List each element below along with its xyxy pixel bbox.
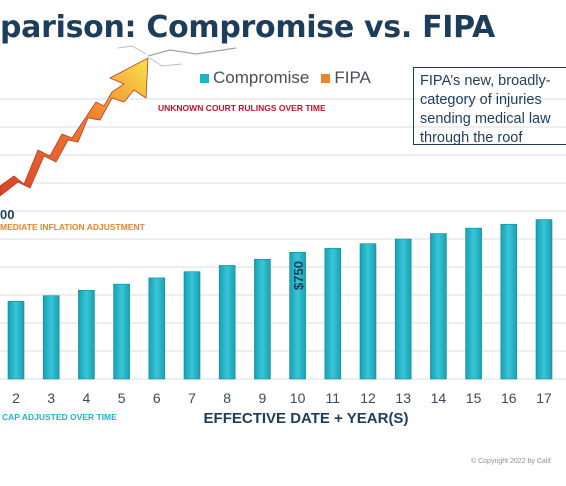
note-line: FIPA’s new, broadly- xyxy=(420,73,551,89)
crack-graphic xyxy=(117,45,237,67)
bar-13 xyxy=(394,238,412,380)
rulings-label: UNKNOWN COURT RULINGS OVER TIME xyxy=(158,103,326,113)
bar-16 xyxy=(500,223,518,380)
bar-11 xyxy=(324,248,342,380)
inflation-label: MEDIATE INFLATION ADJUSTMENT xyxy=(0,222,146,232)
legend-swatch-fipa xyxy=(321,73,331,83)
x-tick-label: 8 xyxy=(223,390,231,406)
legend-item-compromise: Compromise xyxy=(200,68,309,88)
x-tick-label: 13 xyxy=(395,390,411,406)
legend-swatch-compromise xyxy=(200,73,209,83)
fipa-note-box: FIPA’s new, broadly- category of injurie… xyxy=(413,67,566,145)
x-tick-label: 2 xyxy=(12,390,20,406)
x-tick-label: 15 xyxy=(466,390,482,406)
bar-5 xyxy=(113,283,130,380)
bar-12 xyxy=(359,243,377,380)
bar-9 xyxy=(254,258,271,380)
x-tick-label: 12 xyxy=(360,390,376,406)
bar-17 xyxy=(535,219,553,380)
cap-label: CAP ADJUSTED OVER TIME xyxy=(2,412,117,422)
x-tick-label: 10 xyxy=(290,390,306,406)
legend-item-fipa: FIPA xyxy=(321,68,371,88)
bar-value-label: $750 xyxy=(291,261,306,290)
bar-3 xyxy=(42,295,60,380)
x-tick-label: 16 xyxy=(501,390,517,406)
x-tick-labels: 2 3 4 5 6 7 8 9 10 11 12 13 14 15 16 17 xyxy=(12,390,552,406)
legend-label-fipa: FIPA xyxy=(334,68,371,87)
page-title: parison: Compromise vs. FIPA xyxy=(0,10,495,45)
x-tick-label: 6 xyxy=(153,390,161,406)
fipa-value-label: 00 xyxy=(0,207,14,222)
bars-group xyxy=(7,219,553,380)
x-axis-label: EFFECTIVE DATE + YEAR(S) xyxy=(204,410,409,427)
x-tick-label: 9 xyxy=(259,390,267,406)
x-tick-label: 14 xyxy=(431,390,447,406)
legend: Compromise FIPA xyxy=(200,68,371,88)
x-tick-label: 4 xyxy=(83,390,91,406)
x-tick-label: 7 xyxy=(188,390,196,406)
fipa-arrow xyxy=(0,57,149,197)
x-tick-label: 11 xyxy=(326,390,341,406)
bar-6 xyxy=(148,277,166,380)
note-line: category of injuries xyxy=(420,92,542,108)
bar-14 xyxy=(430,233,447,380)
bar-4 xyxy=(78,290,95,380)
bar-10 xyxy=(289,251,306,380)
bar-2 xyxy=(7,300,25,380)
note-line: through the roof xyxy=(420,130,523,145)
x-tick-label: 3 xyxy=(47,390,55,406)
legend-label-compromise: Compromise xyxy=(213,68,310,87)
bar-15 xyxy=(465,227,482,380)
copyright-text: © Copyright 2022 by Calif xyxy=(471,458,551,465)
x-tick-label: 5 xyxy=(118,390,126,406)
bar-8 xyxy=(218,265,236,380)
x-tick-label: 17 xyxy=(536,390,552,406)
bar-7 xyxy=(183,271,201,380)
note-line: sending medical law xyxy=(420,111,551,127)
